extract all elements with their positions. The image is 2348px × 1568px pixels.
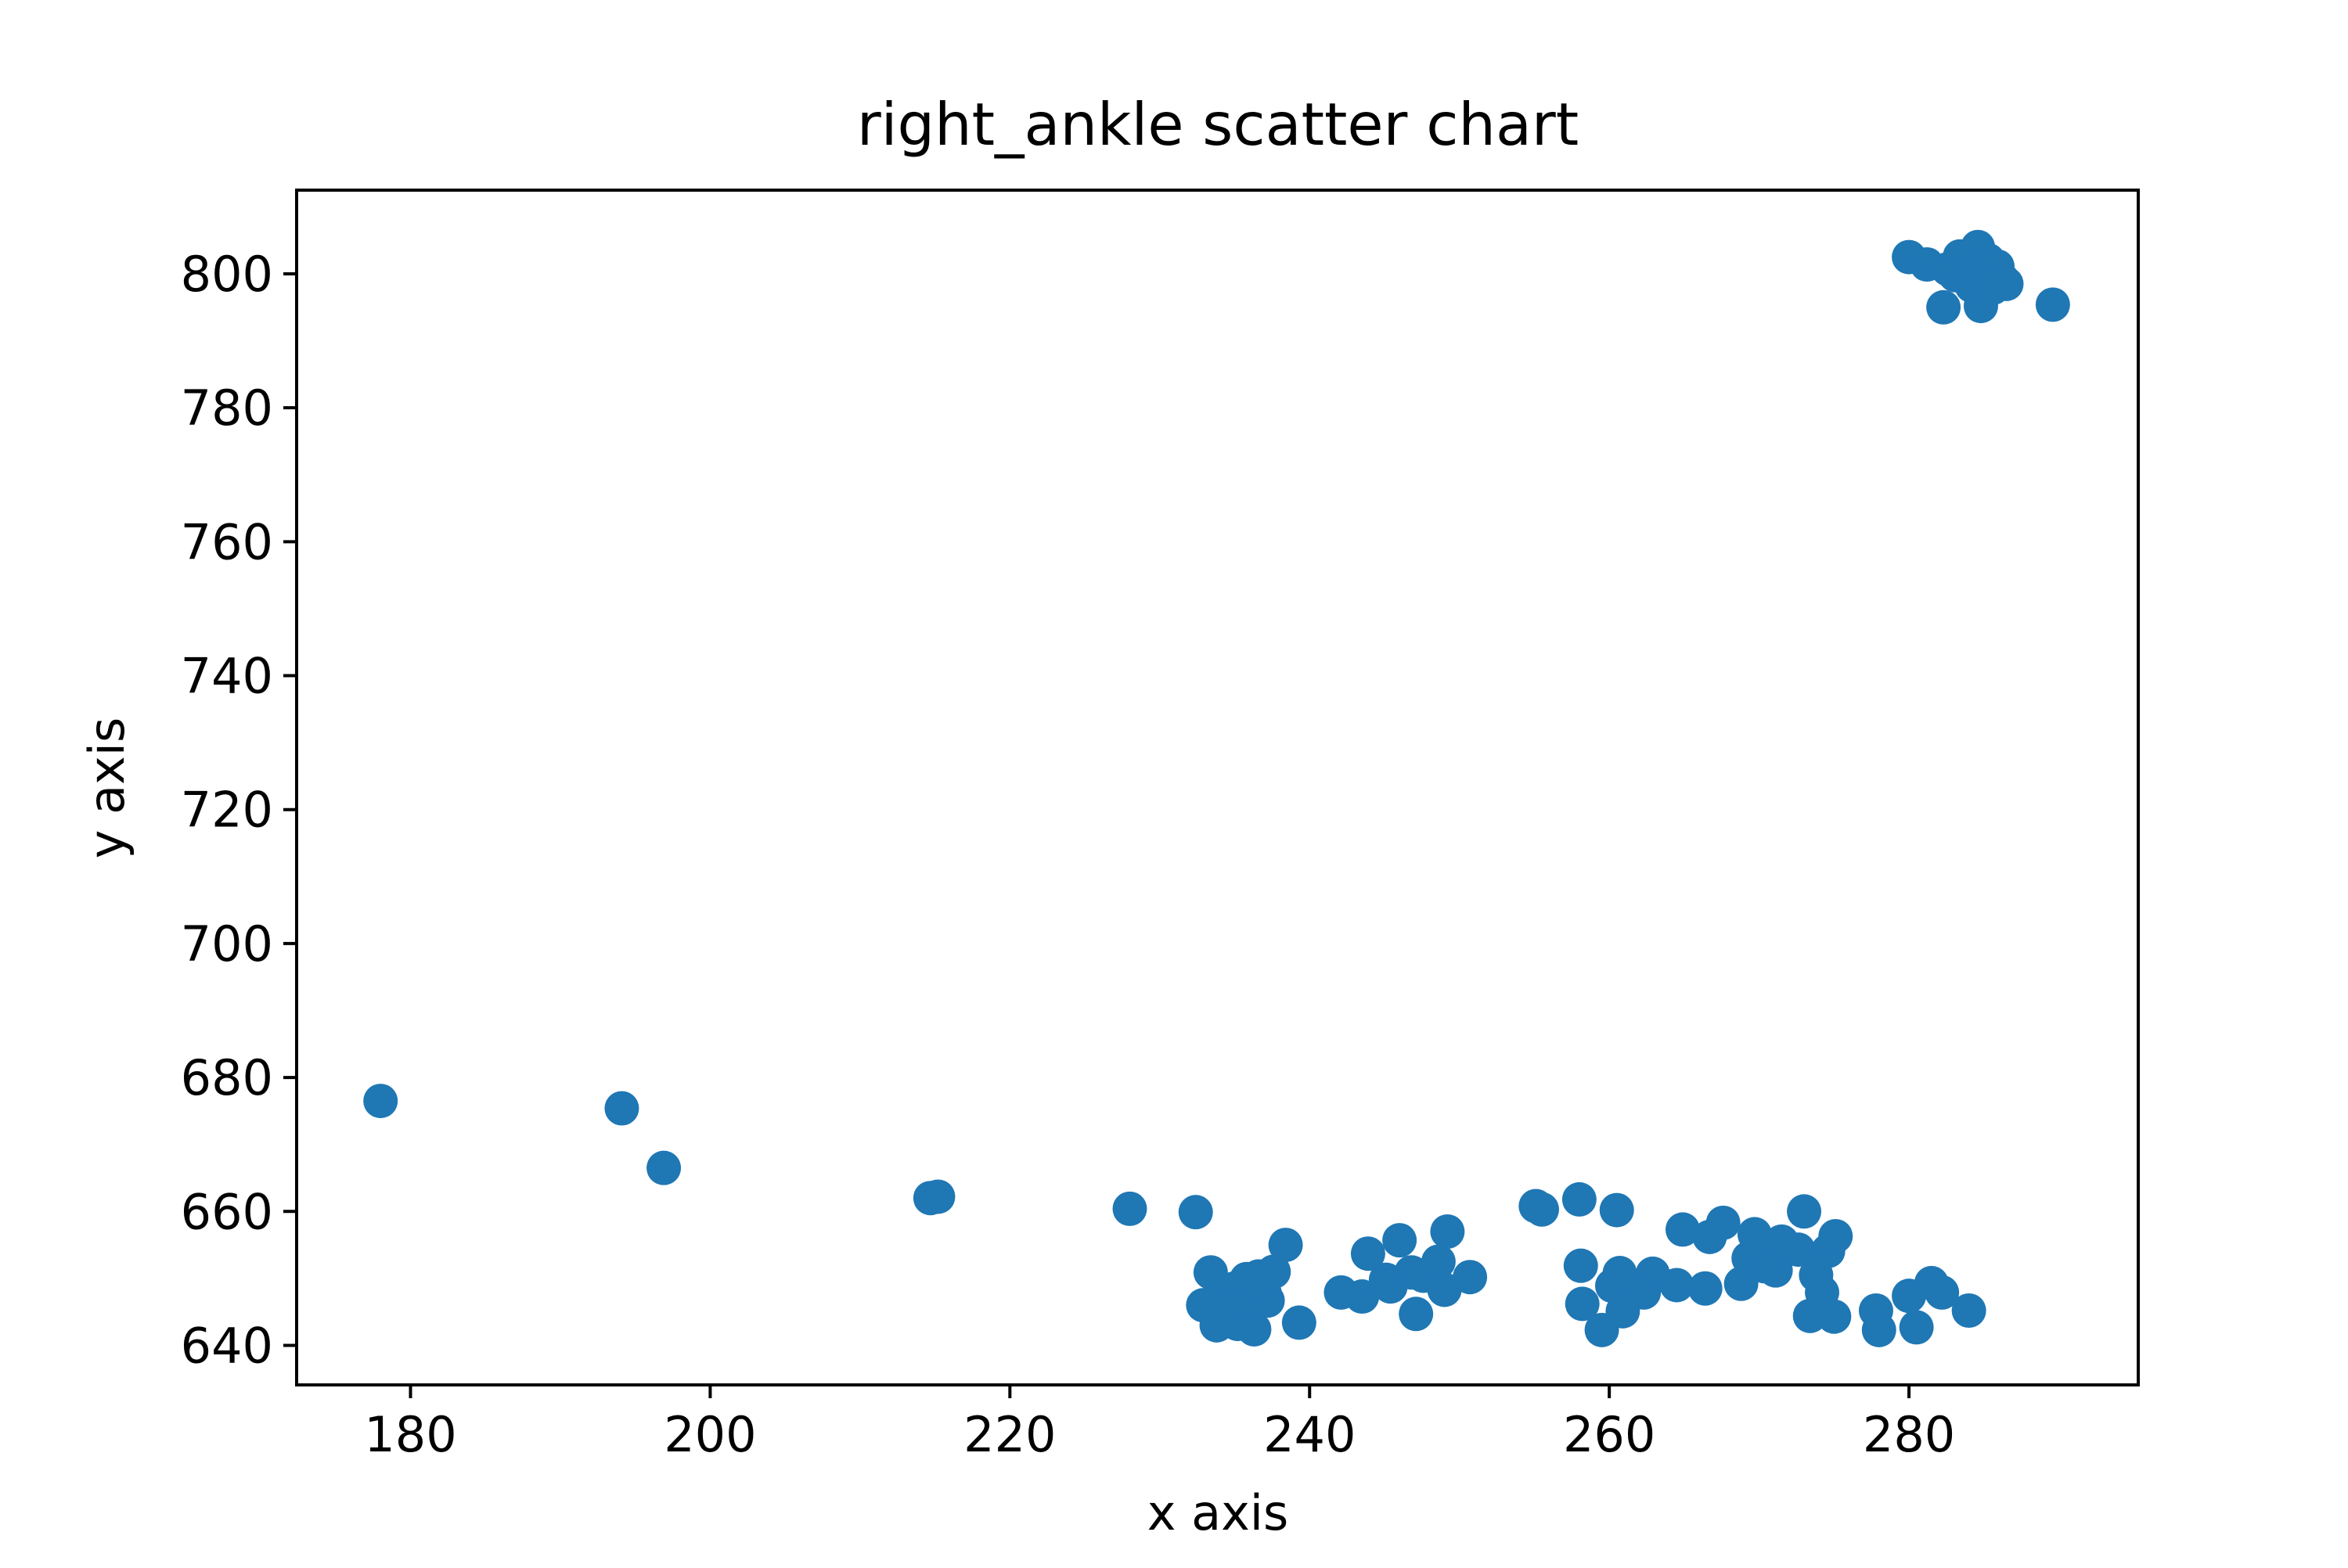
scatter-point: [1599, 1192, 1634, 1228]
ticks-layer: 180 200 220 240 260 280 640 660 680 700 720 740 760 7…: [181, 246, 1956, 1463]
y-axis-label: y axis: [78, 717, 135, 859]
scatter-point: [920, 1179, 956, 1214]
scatter-point: [1563, 1248, 1598, 1283]
x-tick-label: 260: [1563, 1406, 1655, 1463]
scatter-point: [1951, 1293, 1986, 1328]
chart-title: right_ankle scatter chart: [857, 90, 1579, 159]
scatter-point: [1430, 1214, 1465, 1249]
scatter-point: [604, 1091, 639, 1126]
x-tick-label: 200: [664, 1406, 756, 1463]
scatter-point: [1250, 1283, 1285, 1318]
points-layer: [363, 229, 2070, 1347]
y-tick-label: 760: [181, 513, 273, 570]
scatter-point: [1256, 1254, 1291, 1289]
scatter-point: [1237, 1311, 1272, 1347]
scatter-point: [1268, 1228, 1303, 1263]
y-tick-label: 700: [181, 915, 273, 973]
x-tick-label: 240: [1263, 1406, 1356, 1463]
scatter-point: [1758, 1253, 1793, 1288]
scatter-point: [1602, 1256, 1637, 1291]
y-tick-label: 660: [181, 1183, 273, 1240]
scatter-point: [1899, 1310, 1934, 1345]
y-tick-label: 680: [181, 1049, 273, 1106]
scatter-point: [1926, 290, 1961, 325]
scatter-point: [1861, 1312, 1896, 1347]
scatter-point: [1453, 1260, 1488, 1295]
y-tick-label: 720: [181, 782, 273, 839]
scatter-point: [1525, 1192, 1560, 1227]
scatter-point: [1178, 1195, 1213, 1230]
plot-frame: [295, 189, 2140, 1386]
scatter-point: [1687, 1271, 1723, 1306]
x-axis-label: x axis: [1147, 1484, 1289, 1541]
scatter-point: [1565, 1286, 1600, 1322]
scatter-point: [1427, 1272, 1462, 1307]
scatter-point: [1787, 1194, 1822, 1229]
scatter-point: [1382, 1223, 1417, 1258]
scatter-point: [1350, 1236, 1385, 1271]
x-tick-label: 220: [963, 1406, 1056, 1463]
scatter-point: [646, 1150, 682, 1185]
scatter-point: [1665, 1212, 1700, 1247]
scatter-point: [1659, 1268, 1694, 1303]
y-tick-label: 800: [181, 246, 273, 303]
scatter-point: [1989, 266, 2024, 301]
scatter-point: [1345, 1279, 1380, 1314]
y-tick-label: 780: [181, 379, 273, 437]
x-tick-label: 280: [1863, 1406, 1955, 1463]
scatter-point: [1399, 1296, 1434, 1332]
scatter-point: [1781, 1232, 1816, 1268]
scatter-point: [2035, 287, 2070, 322]
scatter-point: [1421, 1244, 1456, 1279]
scatter-point: [363, 1084, 398, 1119]
scatter-point: [1817, 1299, 1852, 1334]
scatter-point: [1705, 1205, 1741, 1240]
scatter-point: [1818, 1218, 1853, 1253]
scatter-point: [1561, 1181, 1597, 1217]
scatter-point: [1281, 1305, 1316, 1340]
x-tick-label: 180: [364, 1406, 456, 1463]
y-tick-label: 740: [181, 648, 273, 705]
scatter-point: [1112, 1191, 1147, 1226]
scatter-point: [1925, 1275, 1960, 1310]
y-tick-label: 640: [181, 1317, 273, 1374]
